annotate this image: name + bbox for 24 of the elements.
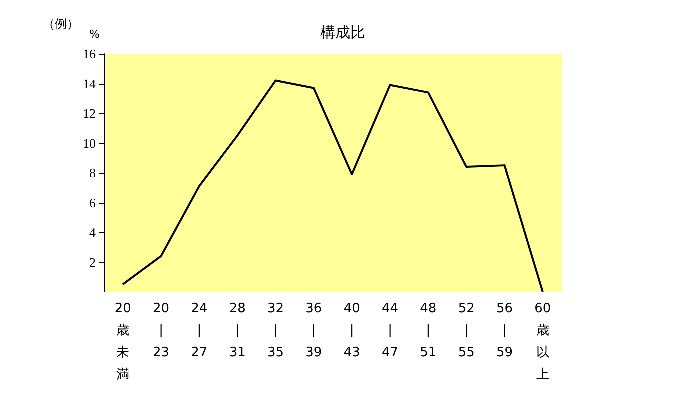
x-tick-label: 40|43 (344, 302, 360, 360)
x-tick-label: 24|27 (191, 302, 208, 360)
x-tick-label: 52|55 (458, 302, 475, 360)
y-tick-label: 6 (90, 195, 96, 210)
x-tick-label: 44|47 (382, 302, 399, 360)
x-tick-label: 48|51 (420, 302, 437, 360)
y-tick-label: 14 (83, 76, 96, 92)
y-tick-label: 12 (83, 106, 96, 121)
y-axis-title: % (90, 28, 100, 41)
y-tick-label: 4 (90, 225, 96, 240)
y-tick-label: 16 (83, 46, 96, 62)
x-tick-label: 20|23 (152, 302, 170, 360)
text: （例） (43, 17, 79, 31)
line-series (122, 80, 544, 293)
y-tick-label: 10 (83, 136, 96, 151)
x-tick-label: 32|35 (267, 302, 284, 360)
x-tick-label: 28|31 (229, 302, 246, 360)
x-tick-label: 56|59 (496, 302, 514, 360)
x-tick-label: 20歳未満 (114, 302, 132, 382)
chart-title: 構成比 (320, 24, 366, 42)
x-tick-label: 36|39 (306, 302, 322, 360)
y-tick-label: 2 (90, 254, 96, 270)
y-tick-label: 8 (90, 166, 96, 180)
x-tick-label: 60歳以上 (534, 302, 552, 382)
